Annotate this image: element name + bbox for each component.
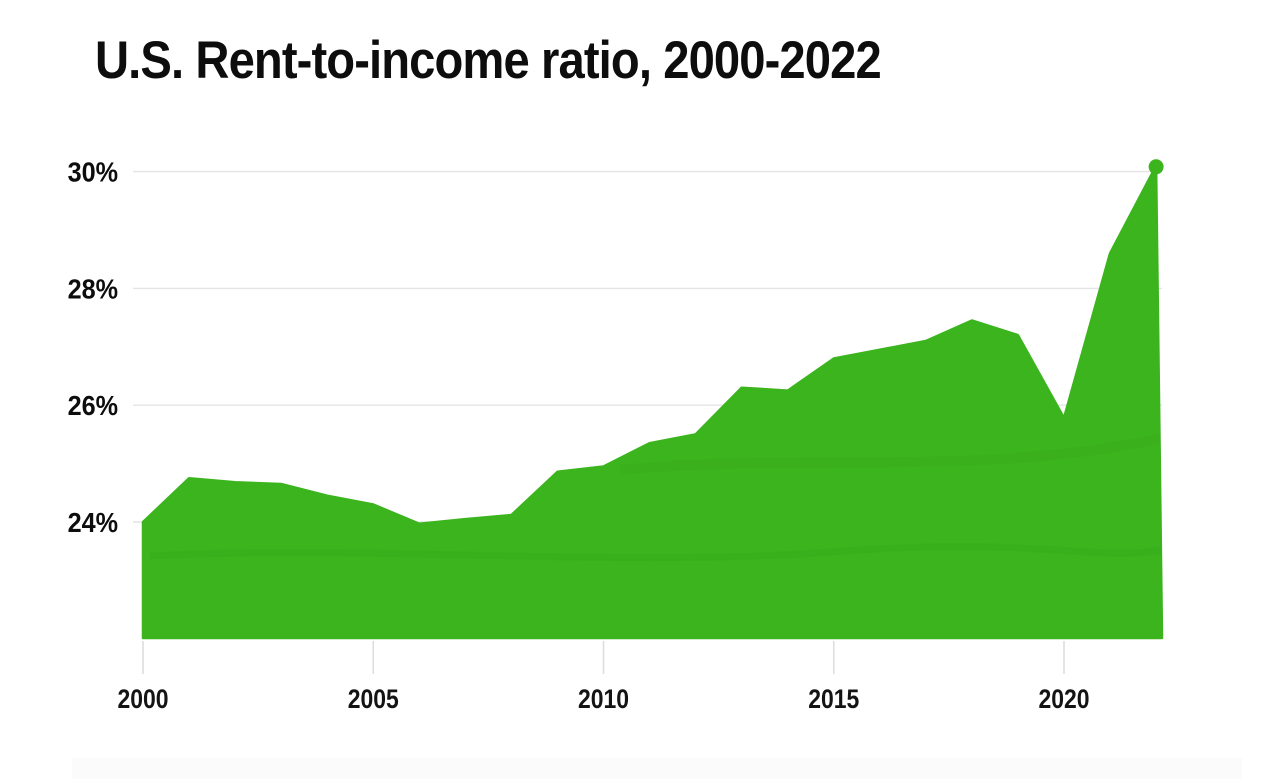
y-axis-label: 30%	[68, 156, 118, 188]
y-axis-label: 26%	[68, 390, 118, 422]
x-axis-label: 2015	[808, 684, 859, 714]
y-axis-label: 28%	[68, 273, 118, 305]
area-texture-wave	[619, 433, 1162, 475]
area-series	[141, 164, 1164, 640]
x-axis-label: 2000	[117, 684, 168, 714]
x-axis-label: 2010	[578, 684, 629, 714]
bottom-strip	[72, 758, 1242, 779]
x-axis-label: 2005	[348, 684, 399, 714]
area-texture-wave	[149, 543, 1162, 562]
series-end-dot	[1148, 159, 1164, 175]
y-axis-label: 24%	[68, 507, 118, 539]
chart-title: U.S. Rent-to-income ratio, 2000-2022	[95, 31, 882, 90]
x-axis-label: 2020	[1038, 684, 1089, 714]
